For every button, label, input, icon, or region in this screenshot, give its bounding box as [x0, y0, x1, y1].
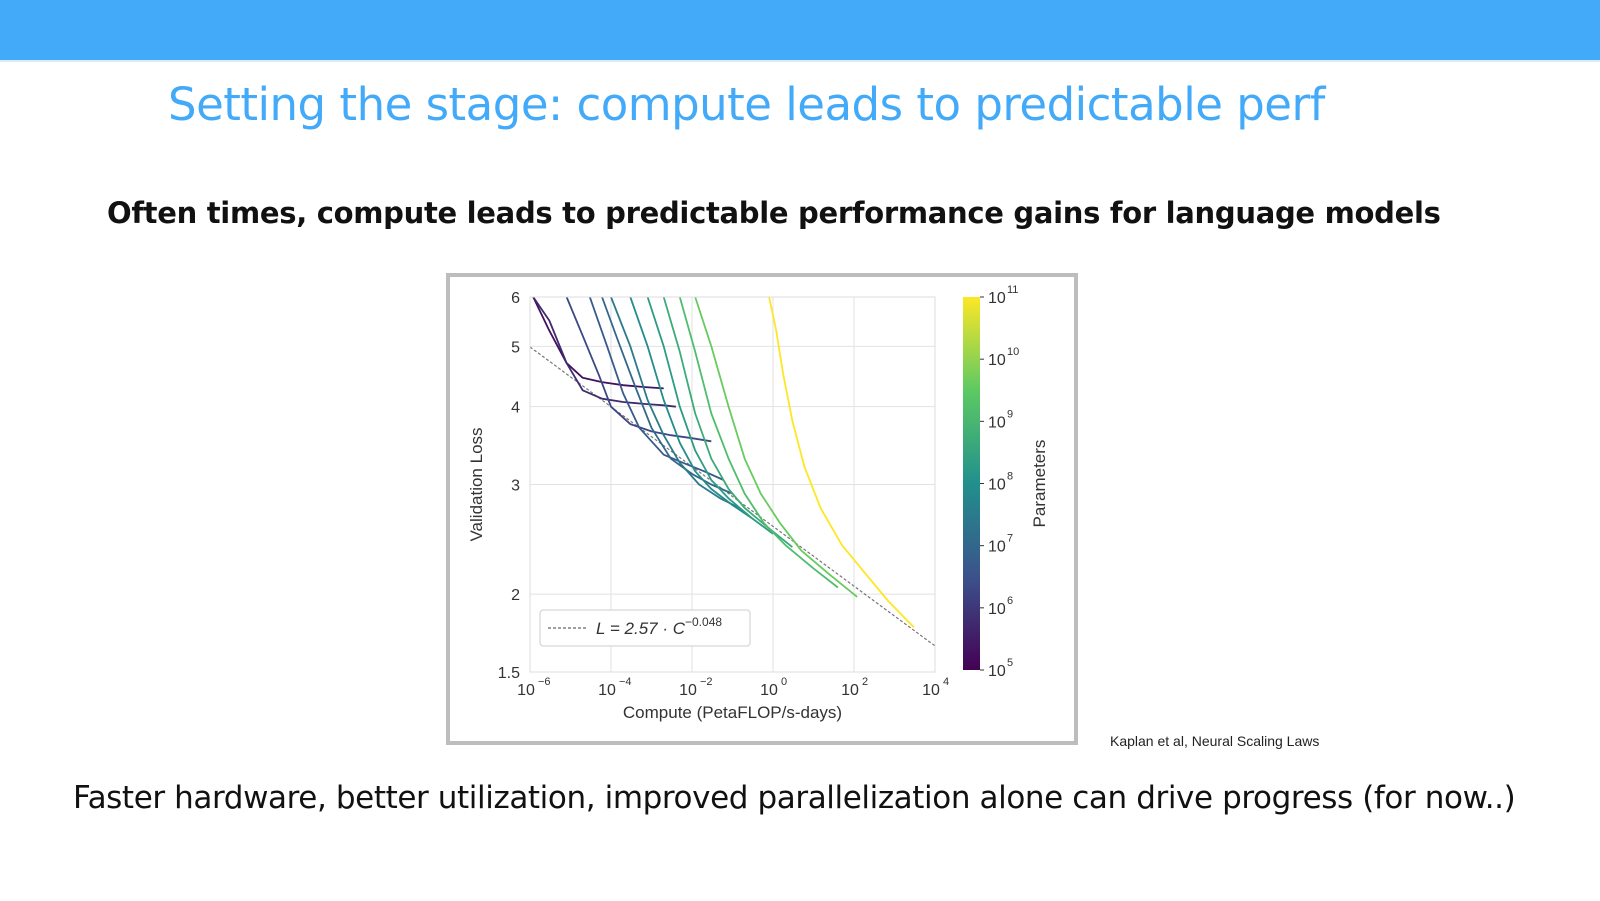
y-tick-label: 5	[511, 339, 520, 356]
fit-line	[530, 346, 935, 647]
y-tick-label: 6	[511, 290, 520, 307]
y-tick-label: 1.5	[498, 665, 520, 682]
footer-text: Faster hardware, better utilization, imp…	[73, 780, 1516, 816]
x-tick-label: 10	[517, 682, 535, 699]
figure-frame: 10 −6 10 −4 10 −2 10 0 10 2 10 4 1.5 2 3 4 5 6 Compute (P…	[446, 273, 1078, 745]
legend-entry-exponent: −0.048	[685, 615, 722, 629]
series-line	[588, 297, 724, 481]
top-banner	[0, 0, 1600, 62]
x-tick-label: 10	[679, 682, 697, 699]
x-tick-exponent: −4	[619, 676, 632, 688]
legend-entry: L = 2.57 · C−0.048	[596, 615, 722, 638]
x-tick-exponent: −2	[700, 676, 713, 688]
colorbar	[963, 297, 980, 670]
x-tick-label: 10	[841, 682, 859, 699]
x-tick-exponent: 0	[781, 676, 787, 688]
plot-border	[529, 296, 936, 673]
x-tick-exponent: 2	[862, 676, 868, 688]
legend-entry-formula: L = 2.57 · C	[596, 619, 686, 638]
series-line	[646, 297, 774, 535]
series-layer	[530, 297, 935, 647]
colorbar-tick-label: 10	[988, 352, 1006, 369]
x-tick-label: 10	[922, 682, 940, 699]
colorbar-tick-label: 10	[988, 290, 1006, 307]
colorbar-label: Parameters	[1030, 440, 1049, 528]
citation: Kaplan et al, Neural Scaling Laws	[1110, 733, 1320, 749]
colorbar-tick-exponent: 9	[1007, 408, 1013, 420]
colorbar-tick-exponent: 5	[1007, 657, 1013, 669]
grid-lines	[529, 296, 936, 673]
colorbar-tick-label: 10	[988, 539, 1006, 556]
colorbar-tick-exponent: 10	[1007, 346, 1019, 358]
x-tick-label: 10	[760, 682, 778, 699]
colorbar-tick-exponent: 8	[1007, 471, 1013, 483]
slide-subtitle: Often times, compute leads to predictabl…	[107, 196, 1441, 230]
series-line	[610, 297, 741, 509]
colorbar-tick-exponent: 11	[1007, 284, 1018, 296]
series-line	[601, 297, 733, 495]
series-line	[694, 297, 858, 598]
series-line	[629, 297, 753, 519]
colorbar-tick-exponent: 7	[1007, 533, 1013, 545]
y-tick-label: 4	[511, 400, 520, 417]
colorbar-tick-label: 10	[988, 477, 1006, 494]
legend: L = 2.57 · C−0.048	[539, 609, 751, 647]
y-axis-label: Validation Loss	[467, 427, 486, 541]
legend-box	[539, 609, 751, 647]
colorbar-tick-exponent: 6	[1007, 595, 1013, 607]
x-tick-exponent: −6	[538, 676, 551, 688]
y-tick-label: 2	[511, 587, 520, 604]
y-tick-label: 3	[511, 478, 520, 495]
series-line	[532, 297, 664, 390]
x-tick-label: 10	[598, 682, 616, 699]
colorbar-tick-label: 10	[988, 414, 1006, 431]
x-tick-exponent: 4	[943, 676, 949, 688]
series-line	[565, 297, 712, 443]
slide-title: Setting the stage: compute leads to pred…	[168, 78, 1325, 131]
series-line	[532, 297, 677, 408]
colorbar-tick-label: 10	[988, 663, 1006, 680]
x-axis-label: Compute (PetaFLOP/s-days)	[623, 703, 842, 722]
series-line	[768, 297, 915, 628]
series-line	[678, 297, 839, 589]
colorbar-tick-label: 10	[988, 601, 1006, 618]
